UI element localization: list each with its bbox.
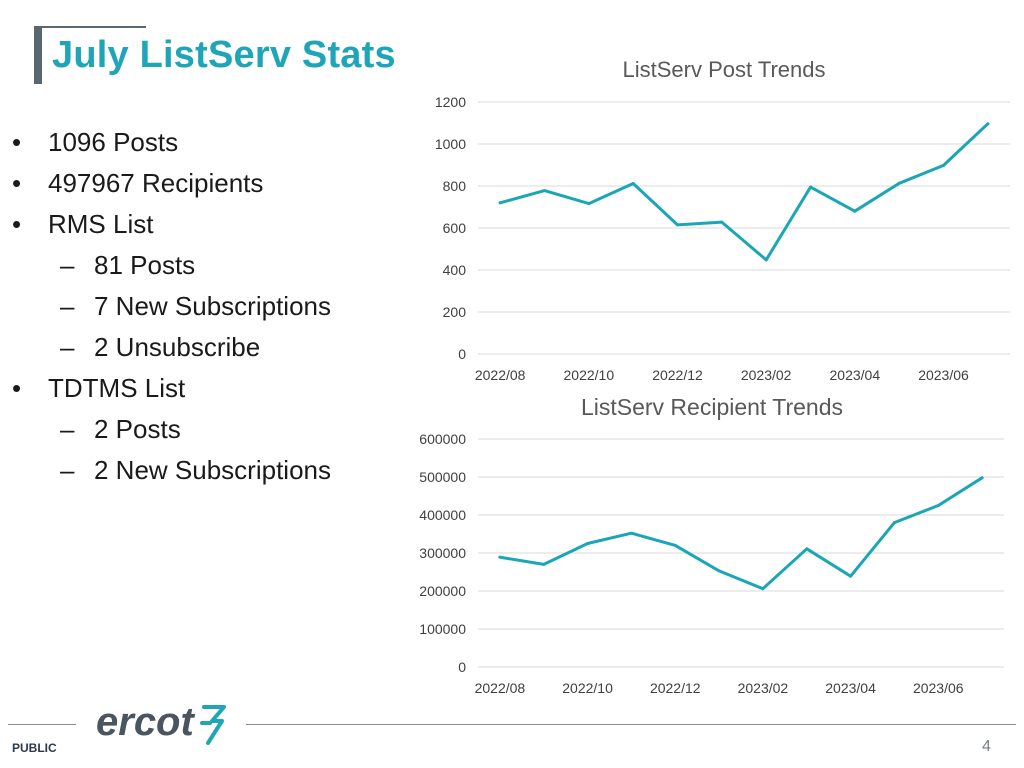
sub-bullet-marker: – [60,250,75,280]
sub-bullet-text: 2 Posts [94,414,181,444]
classification-label: PUBLIC [12,741,57,755]
x-tick-label: 2023/04 [830,367,881,383]
footer-rule-left [8,724,76,725]
bullet-text: 497967 Recipients [48,168,264,198]
lightning-flag-icon [200,705,226,745]
title-accent-rule [34,26,146,28]
data-point [720,220,724,224]
data-point [717,569,721,573]
bullet-marker: • [12,127,22,157]
bullet-list: • 1096 Posts • 497967 Recipients • RMS List… [0,124,400,493]
sub-bullet-item: –2 Posts [0,411,400,452]
sub-bullet-text: 7 New Subscriptions [94,291,331,321]
data-point [587,202,591,206]
sub-bullet-item: –2 New Subscriptions [0,452,400,493]
data-point [673,543,677,547]
slide-title: July ListServ Stats [52,34,396,76]
bullet-text: RMS List [48,209,154,239]
chart-title: ListServ Recipient Trends [581,394,843,420]
bullet-item: • RMS List [0,206,400,247]
y-tick-label: 100000 [419,621,466,637]
x-tick-label: 2022/12 [650,680,701,696]
x-tick-label: 2022/12 [652,367,703,383]
data-point [631,181,635,185]
y-tick-label: 0 [458,659,466,675]
data-point [980,476,984,480]
data-point [498,201,502,205]
x-tick-label: 2023/02 [738,680,789,696]
data-point [853,209,857,213]
bullet-item: • TDTMS List [0,370,400,411]
data-point [586,542,590,545]
sub-bullet-item: –2 Unsubscribe [0,329,400,370]
x-tick-label: 2023/02 [741,367,792,383]
series-line [498,476,984,591]
sub-bullet-marker: – [60,455,75,485]
y-tick-label: 200000 [419,583,466,599]
bullet-marker: • [12,209,22,239]
x-tick-label: 2022/10 [562,680,613,696]
y-tick-label: 1000 [435,136,466,152]
ercot-logo: ercot [96,701,226,745]
y-tick-label: 600 [443,220,467,236]
post-trends-chart: ListServ Post Trends 0 200 400 600 800 1000 120… [435,57,1010,383]
data-point [543,189,546,193]
sub-bullet-marker: – [60,414,75,444]
x-tick-label: 2022/08 [475,680,526,696]
sub-bullet-item: –81 Posts [0,247,400,288]
data-point [936,504,940,507]
chart-title: ListServ Post Trends [623,57,826,82]
data-point [629,531,633,535]
data-point [809,185,812,189]
y-tick-label: 400000 [419,507,466,523]
footer-rule-right [246,724,1016,725]
sub-bullet-item: –7 New Subscriptions [0,288,400,329]
y-tick-label: 500000 [419,469,466,485]
page-number: 4 [982,738,991,755]
sub-bullet-text: 81 Posts [94,250,196,280]
data-point [761,587,765,591]
data-point [498,555,502,559]
x-tick-label: 2023/06 [913,680,964,696]
ercot-logo-wordmark: ercot [96,701,195,744]
y-tick-label: 200 [443,304,467,320]
sub-bullet-text: 2 New Subscriptions [94,455,331,485]
data-point [805,547,809,551]
data-point [764,258,768,262]
series-line [498,122,990,262]
x-tick-label: 2023/04 [825,680,876,696]
y-tick-label: 800 [443,178,467,194]
x-tick-label: 2022/08 [475,367,526,383]
bullet-marker: • [12,168,22,198]
x-tick-label: 2023/06 [918,367,969,383]
bullet-item: • 497967 Recipients [0,165,400,206]
y-tick-label: 0 [458,346,466,362]
sub-bullet-marker: – [60,291,75,321]
title-accent-bar [34,26,42,84]
sub-bullet-marker: – [60,332,75,362]
data-point [542,562,546,566]
bullet-item: • 1096 Posts [0,124,400,165]
data-point [897,181,901,185]
data-point [676,223,679,227]
y-tick-label: 400 [443,262,467,278]
y-tick-label: 1200 [435,94,466,110]
y-tick-label: 300000 [419,545,466,561]
data-point [986,122,990,126]
y-tick-label: 600000 [419,431,466,447]
data-point [942,163,945,167]
data-point [892,521,896,525]
bullet-text: 1096 Posts [48,127,179,157]
data-point [849,574,853,578]
sub-bullet-text: 2 Unsubscribe [94,332,261,362]
x-tick-label: 2022/10 [564,367,615,383]
bullet-marker: • [12,373,22,403]
recipient-trends-chart: ListServ Recipient Trends 0 100000 200000 30… [419,394,1004,696]
bullet-text: TDTMS List [48,373,186,403]
